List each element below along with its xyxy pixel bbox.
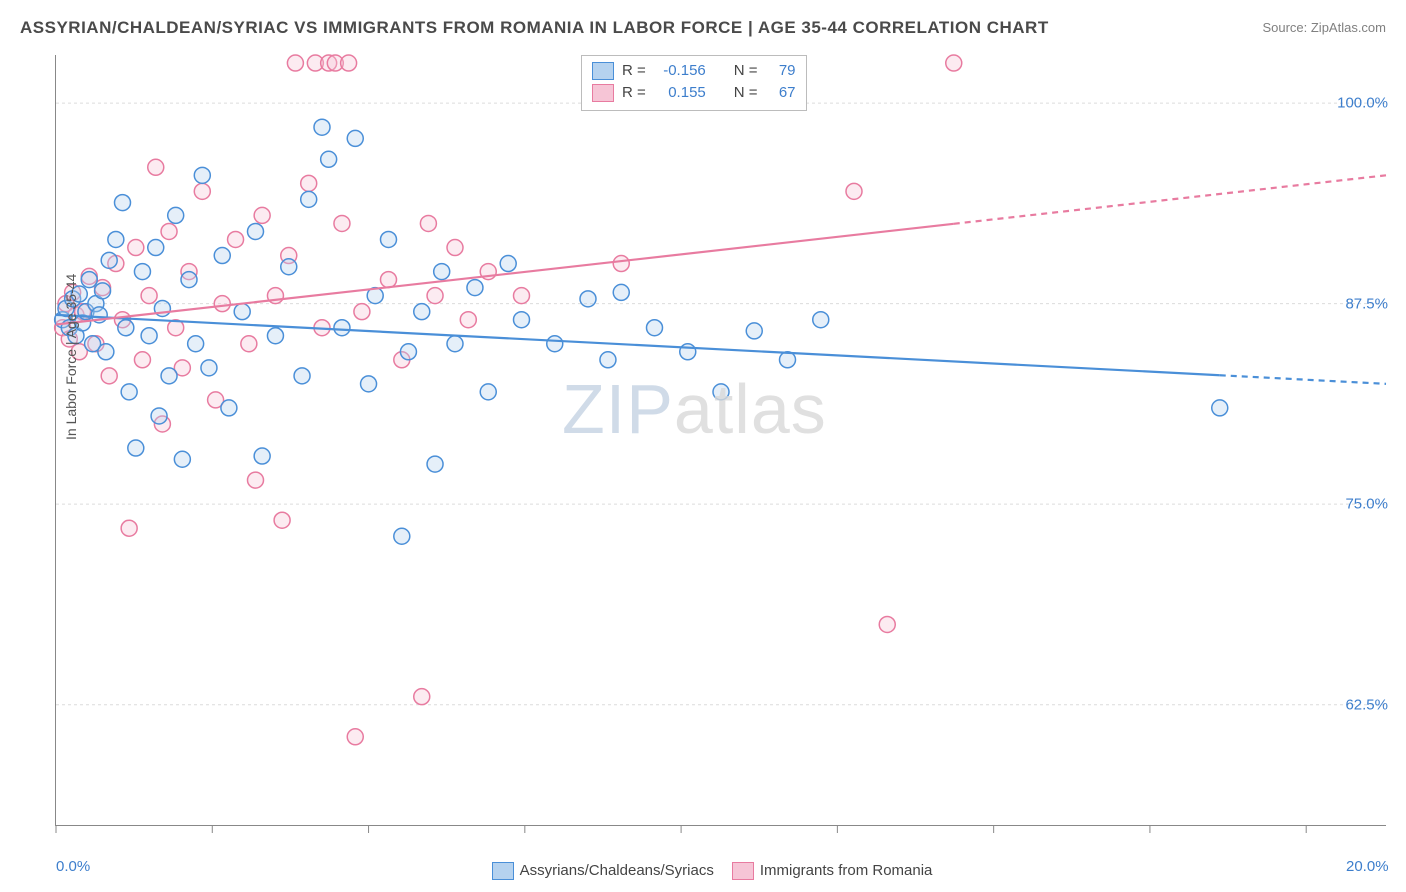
legend-swatch [592,62,614,80]
chart-title: ASSYRIAN/CHALDEAN/SYRIAC VS IMMIGRANTS F… [20,18,1049,38]
legend-r-value: 0.155 [654,82,706,104]
legend-r-label: R = [622,82,646,104]
series-label: Assyrians/Chaldeans/Syriacs [520,862,714,879]
series-swatch [732,862,754,880]
legend-r-value: -0.156 [654,60,706,82]
y-axis-label: In Labor Force | Age 35-44 [63,274,79,440]
series-label: Immigrants from Romania [760,862,933,879]
scatter-plot: ZIPatlas R =-0.156N =79R =0.155N =67 In … [55,55,1386,826]
legend-n-label: N = [734,82,758,104]
legend-n-value: 79 [766,60,796,82]
series-swatch [492,862,514,880]
y-tick-label: 87.5% [1345,295,1388,312]
source-attribution: Source: ZipAtlas.com [1262,20,1386,35]
legend-row: R = -0.156 N = 79 [592,60,796,82]
source-value: ZipAtlas.com [1311,20,1386,35]
y-tick-label: 100.0% [1337,95,1388,112]
source-label: Source: [1262,20,1310,35]
legend-r-label: R = [622,60,646,82]
y-tick-label: 62.5% [1345,696,1388,713]
y-tick-label: 75.0% [1345,496,1388,513]
series-legend: Assyrians/Chaldeans/Syriacs Immigrants fr… [0,862,1406,880]
legend-swatch [592,84,614,102]
legend-row: R = 0.155 N = 67 [592,82,796,104]
legend-n-value: 67 [766,82,796,104]
legend-n-label: N = [734,60,758,82]
plot-svg [56,55,1386,825]
correlation-legend: R = -0.156 N = 79 R = 0.155 N = 67 [581,55,807,111]
